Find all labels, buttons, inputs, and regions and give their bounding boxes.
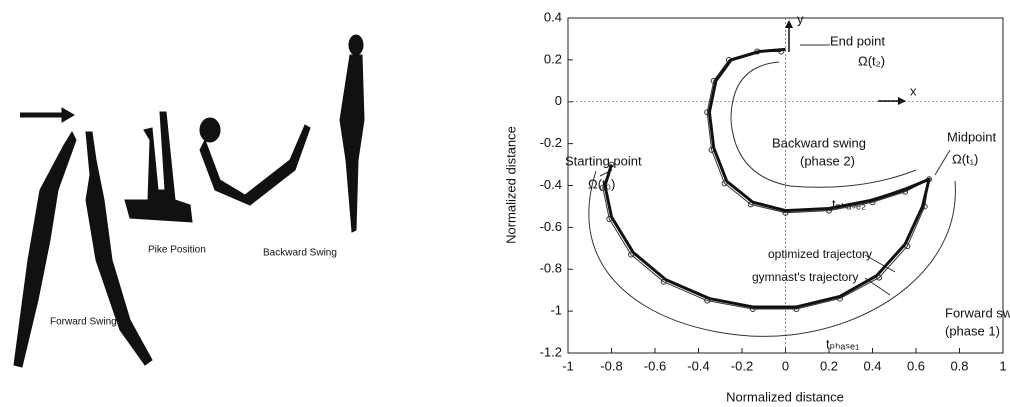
x-tick-label: 0.8: [950, 358, 968, 373]
x-arrow-label: x: [910, 83, 917, 98]
y-tick-label: -0.4: [540, 177, 562, 192]
x-tick-label: -0.4: [687, 358, 709, 373]
series-label: optimized trajectory: [768, 247, 872, 261]
figure-pike: [124, 111, 193, 223]
annotation: (phase 2): [800, 153, 855, 168]
annotation: End point: [830, 33, 885, 48]
x-tick-label: 0.2: [820, 358, 838, 373]
figure-forward-2: [85, 131, 153, 366]
annotation: (phase 1): [945, 323, 1000, 338]
trajectory: [603, 47, 931, 309]
annotation: Backward swing: [772, 135, 866, 150]
x-tick-label: -0.2: [731, 358, 753, 373]
panel-label: Backward Swing: [263, 248, 337, 259]
x-tick-label: 0: [782, 358, 789, 373]
arrow-head: [61, 107, 75, 123]
y-tick-label: -0.6: [540, 219, 562, 234]
silhouettes: [13, 34, 365, 368]
y-axis-label: Normalized distance: [503, 126, 518, 244]
annotation: Forward swing: [945, 305, 1010, 320]
y-tick-label: -1: [550, 303, 562, 318]
x-tick-label: 0.4: [863, 358, 881, 373]
figure-backward: [199, 124, 311, 206]
x-tick-label: -1: [562, 358, 574, 373]
annotation: Ω(t₁): [952, 151, 978, 166]
pointer: [934, 149, 951, 176]
y-tick-label: -1.2: [540, 344, 562, 359]
forward-swing-arrow: [588, 170, 956, 337]
x-tick-label: 1: [999, 358, 1006, 373]
y-tick-label: 0.4: [544, 9, 562, 24]
y-tick-label: 0.2: [544, 51, 562, 66]
annotation: tₚₕₐₛₑ₁: [826, 336, 860, 351]
y-tick-label: -0.2: [540, 135, 562, 150]
annotation: Midpoint: [947, 129, 997, 144]
panel-label: Forward Swing: [50, 317, 117, 328]
y-arrow-label: y: [797, 11, 804, 26]
series-label: gymnast's trajectory: [752, 270, 858, 284]
y-arrow-head: [785, 20, 793, 28]
figure-forward-1: [13, 130, 77, 368]
annotation: Ω(t₂): [858, 53, 885, 68]
x-tick-label: 0.6: [907, 358, 925, 373]
y-tick-label: -0.8: [540, 261, 562, 276]
head: [348, 34, 364, 56]
annotation: Ω(t₀): [588, 176, 615, 191]
head: [199, 117, 221, 143]
figure-standing: [339, 54, 365, 233]
x-arrow-head: [898, 97, 906, 105]
y-tick-label: 0: [555, 93, 562, 108]
x-tick-label: -0.8: [600, 358, 622, 373]
backward-swing-arrow: [730, 61, 917, 188]
pointer: [864, 254, 896, 273]
x-tick-label: -0.6: [644, 358, 666, 373]
panel-label: Pike Position: [148, 245, 206, 256]
x-axis-label: Normalized distance: [726, 389, 844, 404]
annotation: Starting point: [565, 153, 642, 168]
